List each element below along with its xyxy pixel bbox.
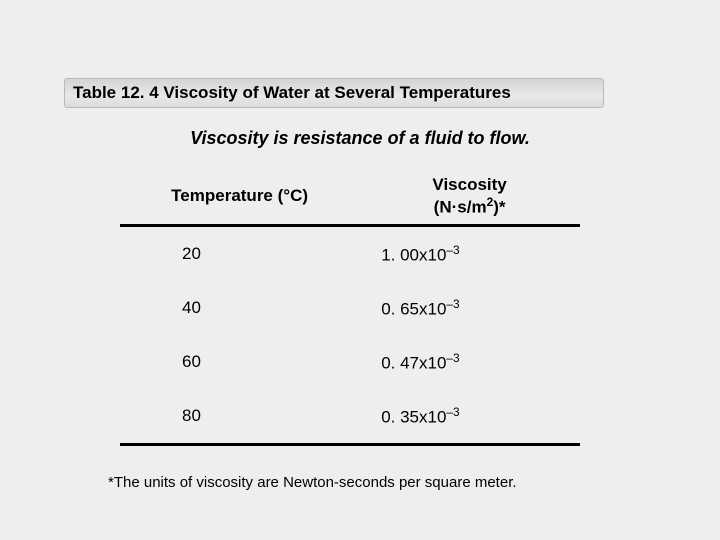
table-row: 40 0. 65x10–3 bbox=[120, 281, 580, 335]
column-header-viscosity: Viscosity (N·s/m2)* bbox=[359, 174, 580, 218]
cell-temperature: 20 bbox=[120, 244, 359, 264]
viscosity-mantissa: 0. 35x10 bbox=[381, 407, 446, 426]
viscosity-mantissa: 1. 00x10 bbox=[381, 245, 446, 264]
table-title: Table 12. 4 Viscosity of Water at Severa… bbox=[73, 83, 511, 103]
viscosity-unit-post: )* bbox=[493, 198, 505, 217]
viscosity-exponent: –3 bbox=[446, 243, 459, 257]
cell-viscosity: 0. 35x10–3 bbox=[359, 405, 580, 428]
viscosity-exponent: –3 bbox=[446, 351, 459, 365]
cell-temperature: 40 bbox=[120, 298, 359, 318]
viscosity-exponent: –3 bbox=[446, 297, 459, 311]
table-header-row: Temperature (°C) Viscosity (N·s/m2)* bbox=[120, 174, 580, 227]
viscosity-mantissa: 0. 47x10 bbox=[381, 353, 446, 372]
table-footnote: *The units of viscosity are Newton-secon… bbox=[108, 474, 517, 491]
viscosity-label: Viscosity bbox=[432, 175, 506, 194]
cell-temperature: 60 bbox=[120, 352, 359, 372]
table-subtitle: Viscosity is resistance of a fluid to fl… bbox=[0, 128, 720, 149]
cell-viscosity: 0. 47x10–3 bbox=[359, 351, 580, 374]
viscosity-table: Temperature (°C) Viscosity (N·s/m2)* 20 … bbox=[120, 174, 580, 446]
viscosity-exponent: –3 bbox=[446, 405, 459, 419]
cell-viscosity: 0. 65x10–3 bbox=[359, 297, 580, 320]
table-title-bar: Table 12. 4 Viscosity of Water at Severa… bbox=[64, 78, 604, 108]
table-row: 20 1. 00x10–3 bbox=[120, 227, 580, 281]
column-header-temperature: Temperature (°C) bbox=[120, 174, 359, 218]
viscosity-mantissa: 0. 65x10 bbox=[381, 299, 446, 318]
viscosity-unit-pre: (N·s/m bbox=[434, 198, 487, 217]
table-row: 80 0. 35x10–3 bbox=[120, 389, 580, 443]
cell-temperature: 80 bbox=[120, 406, 359, 426]
cell-viscosity: 1. 00x10–3 bbox=[359, 243, 580, 266]
table-row: 60 0. 47x10–3 bbox=[120, 335, 580, 389]
table-bottom-rule bbox=[120, 443, 580, 446]
